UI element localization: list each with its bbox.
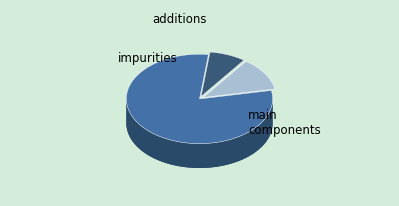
- Polygon shape: [126, 100, 273, 168]
- Text: impurities: impurities: [118, 52, 178, 65]
- Text: main
components: main components: [248, 109, 321, 137]
- Polygon shape: [126, 54, 273, 144]
- Polygon shape: [126, 99, 273, 168]
- Polygon shape: [203, 61, 275, 97]
- Polygon shape: [201, 52, 244, 96]
- Polygon shape: [201, 52, 244, 96]
- Polygon shape: [126, 54, 273, 144]
- Text: additions: additions: [152, 13, 206, 26]
- Polygon shape: [203, 61, 275, 97]
